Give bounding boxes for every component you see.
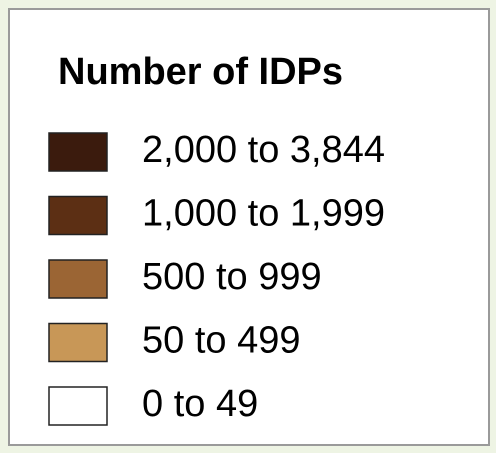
legend-label: 2,000 to 3,844 <box>142 129 385 171</box>
legend-label: 0 to 49 <box>142 383 258 425</box>
legend-label: 50 to 499 <box>142 320 300 362</box>
legend-swatch <box>48 386 108 426</box>
legend-swatch <box>48 322 108 363</box>
legend-label: 500 to 999 <box>142 256 322 298</box>
legend-swatch <box>48 195 108 236</box>
legend-swatch <box>48 259 108 299</box>
legend-title: Number of IDPs <box>58 51 343 93</box>
legend-swatch <box>48 132 108 172</box>
legend-label: 1,000 to 1,999 <box>142 193 385 235</box>
